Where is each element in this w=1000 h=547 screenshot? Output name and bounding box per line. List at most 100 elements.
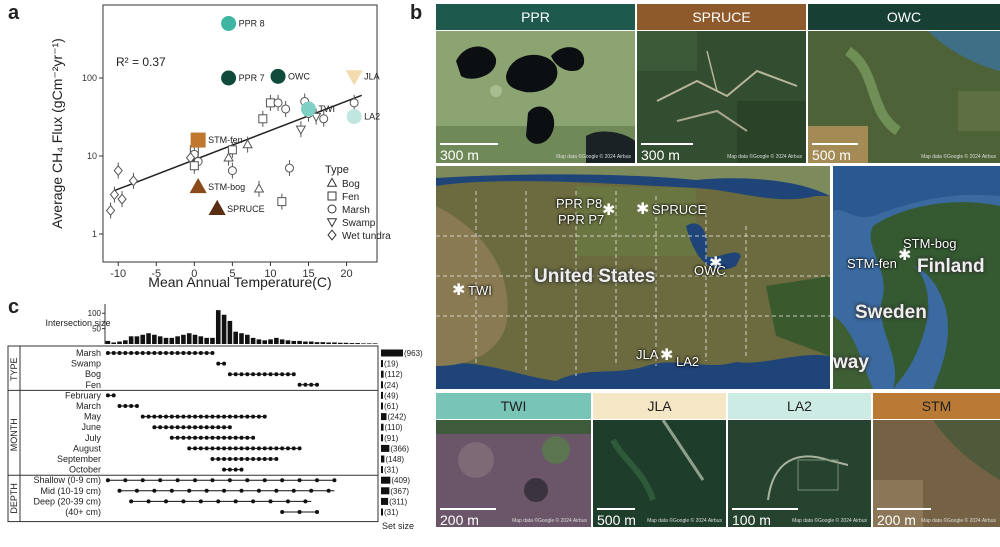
bar-y-tick-label: 50	[92, 325, 101, 334]
site-label-ppr-p8: PPR P8	[556, 196, 603, 211]
matrix-dot	[105, 478, 110, 483]
matrix-dot	[315, 510, 320, 514]
matrix-dot	[175, 435, 180, 440]
matrix-dot	[123, 351, 128, 355]
set-size-value: (409)	[391, 476, 410, 485]
intersection-bar	[314, 342, 320, 344]
matrix-dot	[169, 414, 174, 419]
map-credit-twi: Map data ©Google © 2024 Airbus	[512, 518, 587, 524]
site-marker-spruce: ✱	[636, 201, 650, 218]
matrix-dot	[222, 435, 227, 440]
matrix-dot	[239, 457, 244, 461]
matrix-dot	[227, 467, 232, 472]
matrix-dot	[233, 435, 238, 440]
map-credit-stm: Map data ©Google © 2024 Airbus	[921, 518, 996, 524]
matrix-dot	[274, 372, 279, 377]
set-size-bars: (963) (19)(112) (24)(49) (61) (242)(110) (91)…	[381, 349, 423, 531]
site-marker-twi: ✱	[452, 282, 466, 299]
tile-header-spruce: SPRUCE	[637, 4, 806, 30]
matrix-dot	[274, 488, 279, 493]
intersection-bar	[192, 334, 198, 344]
intersection-bar	[134, 336, 140, 344]
intersection-bar	[163, 337, 169, 344]
matrix-dot	[262, 478, 267, 483]
satellite-tile-stm: 200 m Map data ©Google © 2024 Airbus	[873, 420, 1000, 527]
stm-imagery	[873, 420, 1000, 527]
intersection-bar	[152, 334, 157, 344]
set-label: Bog	[85, 369, 101, 379]
matrix-dot	[222, 361, 227, 366]
intersection-bar	[332, 342, 337, 344]
intersection-bar	[366, 343, 372, 344]
set-size-value: (242)	[388, 413, 407, 422]
legend-marker	[327, 229, 337, 241]
map-credit-owc: Map data ©Google © 2024 Airbus	[921, 154, 996, 160]
data-points	[105, 93, 359, 219]
intersection-bar	[175, 336, 180, 344]
matrix-dot	[210, 457, 215, 461]
matrix-dot	[181, 351, 186, 355]
satellite-tile-la2: 100 m Map data ©Google © 2024 Airbus	[728, 420, 871, 527]
site-point	[301, 101, 316, 117]
matrix-dot	[134, 404, 139, 408]
matrix-dot	[193, 425, 198, 430]
scatter-axes: -10 -5 0 5 10 15 20 1 10 100 Mean Annual Temperatu…	[49, 4, 378, 290]
x-axis-label: Mean Annual Temperature(C)	[148, 274, 331, 290]
set-size-bar	[381, 497, 389, 505]
matrix-dot	[175, 478, 180, 483]
tile-header-twi: TWI	[436, 393, 591, 419]
set-size-bar	[381, 466, 383, 474]
matrix-dot	[216, 425, 221, 430]
matrix-dot	[193, 351, 198, 355]
site-label: LA2	[364, 112, 380, 122]
matrix-dot	[158, 351, 163, 355]
matrix-dot	[262, 446, 267, 451]
intersection-bar	[320, 342, 326, 344]
twi-imagery	[436, 420, 591, 527]
group-label: MONTH	[9, 418, 19, 451]
set-label: Marsh	[76, 348, 101, 358]
matrix-dot	[210, 435, 215, 440]
site-label: OWC	[288, 71, 310, 81]
ppr-imagery	[436, 31, 635, 163]
set-size-value: (110)	[385, 423, 403, 432]
matrix-dot	[134, 351, 139, 355]
matrix-dot	[251, 446, 256, 451]
intersection-bar	[297, 340, 302, 344]
matrix-dot	[303, 382, 308, 387]
set-size-value: (31)	[384, 466, 399, 475]
set-size-bar	[381, 487, 390, 495]
data-point	[105, 204, 116, 217]
matrix-dot	[140, 351, 145, 355]
matrix-dot	[216, 446, 221, 451]
matrix-dot	[111, 351, 116, 355]
set-label: October	[69, 465, 101, 475]
map-credit-spruce: Map data ©Google © 2024 Airbus	[727, 154, 802, 160]
matrix-dot	[227, 372, 232, 377]
intersection-bar	[198, 336, 204, 344]
matrix-dot	[332, 478, 337, 483]
matrix-dot	[245, 446, 250, 451]
matrix-dot	[233, 457, 238, 461]
matrix-dot	[251, 499, 256, 504]
site-marker-owc: ✱	[709, 255, 723, 272]
matrix-dot	[222, 488, 227, 493]
data-point	[319, 114, 329, 124]
matrix-dot	[309, 488, 314, 493]
site-label-spruce: SPRUCE	[652, 202, 707, 217]
matrix-dot	[105, 351, 110, 355]
matrix-dot	[210, 478, 215, 483]
matrix-dot	[140, 414, 145, 419]
site-map-panel: PPR SPRUCE OWC 300 m Map data ©Google © …	[436, 0, 1000, 547]
tile-header-stm: STM	[873, 393, 1000, 419]
y-tick-label: 1	[92, 229, 97, 239]
matrix-dot	[187, 446, 192, 451]
intersection-bar	[250, 337, 256, 344]
matrix-dot	[204, 425, 209, 430]
set-size-bar	[381, 391, 383, 399]
matrix-dot	[326, 488, 331, 493]
matrix-dot	[239, 467, 244, 472]
map-credit-la2: Map data ©Google © 2024 Airbus	[792, 518, 867, 524]
site-label: STM-bog	[208, 182, 245, 192]
matrix-dot	[181, 499, 186, 504]
